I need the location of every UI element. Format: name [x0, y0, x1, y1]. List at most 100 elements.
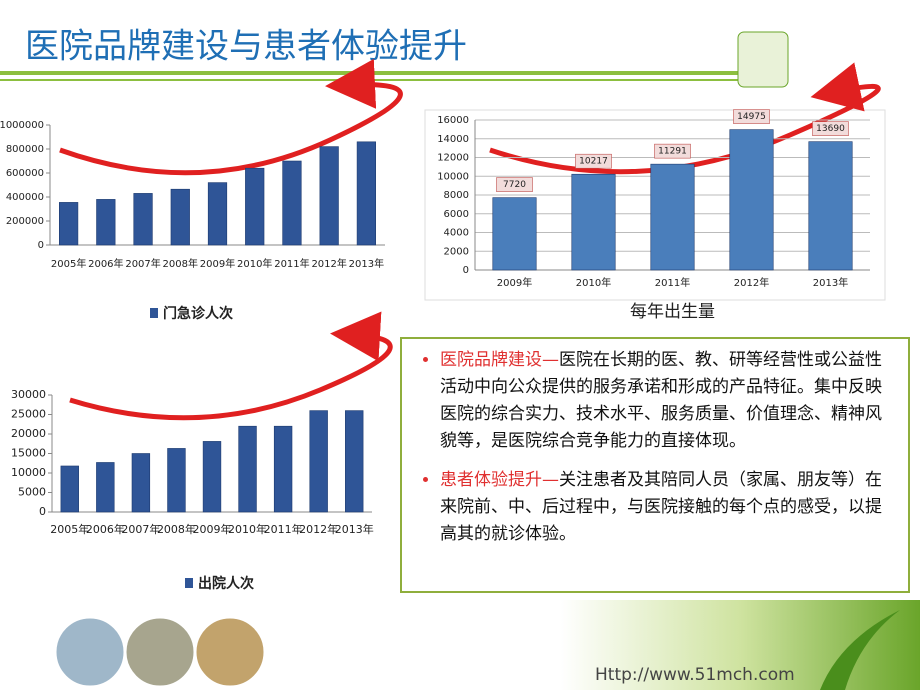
y-tick-label: 0	[39, 505, 46, 518]
x-tick-label: 2011年	[655, 276, 690, 289]
bar	[245, 167, 265, 246]
x-tick-label: 2010年	[576, 276, 611, 289]
bar	[571, 173, 616, 271]
x-tick-label: 2005年	[51, 257, 86, 270]
data-label-box	[812, 121, 849, 136]
bar	[96, 462, 115, 513]
y-tick-label: 800000	[6, 144, 44, 155]
bar	[808, 141, 853, 271]
x-tick-label: 2011年	[274, 257, 309, 270]
x-tick-label: 2012年	[299, 522, 338, 536]
bar	[202, 441, 222, 513]
slide-title: 医院品牌建设与患者体验提升	[25, 27, 467, 67]
x-tick-label: 2013年	[349, 257, 384, 270]
y-tick-label: 30000	[11, 388, 46, 401]
bar	[309, 410, 328, 513]
bullet-heading: 患者体验提升—	[440, 470, 559, 490]
bar	[356, 141, 376, 246]
x-tick-label: 2008年	[157, 522, 196, 536]
photo	[53, 615, 127, 689]
y-tick-label: 0	[463, 265, 469, 276]
x-tick-label: 2007年	[125, 257, 160, 270]
y-tick-label: 10000	[437, 171, 469, 182]
data-label: 7720	[503, 180, 526, 190]
y-tick-label: 12000	[437, 153, 469, 164]
y-tick-label: 10000	[11, 466, 46, 479]
bar	[167, 448, 186, 513]
trend-arrow	[59, 58, 403, 176]
x-tick-label: 2010年	[228, 522, 267, 536]
bullet-body: 关注患者及其陪同人员（家属、朋友等）在来院前、中、后过程中，与医院接触的每个点的…	[440, 470, 882, 544]
x-tick-label: 2011年	[264, 522, 303, 536]
bar	[96, 199, 116, 246]
x-tick-label: 2008年	[163, 257, 198, 270]
data-label-box	[733, 109, 770, 124]
data-label-box	[654, 143, 691, 159]
bar	[59, 202, 79, 246]
bullet-heading: 医院品牌建设—	[440, 350, 559, 370]
footer-url: Http://www.51mch.com	[595, 665, 795, 685]
x-tick-label: 2005年	[50, 522, 89, 536]
y-tick-label: 15000	[11, 447, 46, 460]
logo	[737, 31, 789, 88]
bullet-list: 医院品牌建设—医院在长期的医、教、研等经营性或公益性活动中向公众提供的服务承诺和…	[414, 347, 896, 548]
bar	[282, 160, 302, 246]
y-tick-label: 14000	[437, 134, 469, 145]
bar	[729, 129, 774, 271]
title-rule	[0, 71, 740, 75]
x-tick-label: 2012年	[734, 276, 769, 289]
text-box: 医院品牌建设—医院在长期的医、教、研等经营性或公益性活动中向公众提供的服务承诺和…	[400, 337, 910, 593]
y-tick-label: 25000	[11, 408, 46, 421]
x-tick-label: 2013年	[335, 522, 374, 536]
y-tick-label: 5000	[18, 486, 46, 499]
y-tick-label: 6000	[444, 209, 469, 220]
title-rule	[0, 79, 740, 81]
y-tick-label: 400000	[6, 192, 44, 203]
photo	[193, 615, 267, 689]
data-label: 14975	[737, 112, 766, 122]
y-tick-label: 0	[38, 240, 44, 251]
bar	[170, 188, 190, 246]
data-label-box	[496, 177, 533, 192]
chart-title: 每年出生量	[630, 302, 715, 322]
x-tick-label: 2009年	[497, 276, 532, 289]
y-tick-label: 1000000	[0, 120, 44, 131]
bar	[345, 410, 364, 513]
bar	[492, 197, 537, 271]
photo	[123, 615, 197, 689]
x-tick-label: 2009年	[193, 522, 232, 536]
bar	[319, 146, 339, 246]
x-tick-label: 2007年	[121, 522, 160, 536]
bar	[238, 425, 257, 513]
bar	[133, 193, 153, 246]
trend-arrow	[69, 311, 393, 421]
leaf	[820, 610, 900, 690]
y-tick-label: 600000	[6, 168, 44, 179]
data-label: 11291	[658, 147, 687, 157]
bar	[207, 182, 228, 246]
bar	[131, 453, 151, 513]
x-tick-label: 2012年	[311, 257, 346, 270]
x-tick-label: 2010年	[237, 257, 272, 270]
y-tick-label: 2000	[444, 246, 469, 257]
y-tick-label: 4000	[444, 228, 469, 239]
y-tick-label: 16000	[437, 115, 469, 126]
bullet-item: 医院品牌建设—医院在长期的医、教、研等经营性或公益性活动中向公众提供的服务承诺和…	[440, 347, 896, 455]
x-tick-label: 2006年	[86, 522, 125, 536]
bullet-body: 医院在长期的医、教、研等经营性或公益性活动中向公众提供的服务承诺和形成的产品特征…	[440, 350, 882, 451]
x-tick-label: 2013年	[813, 276, 848, 289]
legend-label: 门急诊人次	[163, 305, 233, 322]
y-tick-label: 20000	[11, 427, 46, 440]
data-label-box	[575, 153, 612, 169]
legend-swatch	[185, 578, 193, 588]
bar	[273, 425, 293, 513]
bar	[650, 163, 695, 271]
bullet-item: 患者体验提升—关注患者及其陪同人员（家属、朋友等）在来院前、中、后过程中，与医院…	[440, 467, 896, 548]
legend-swatch	[150, 308, 158, 318]
x-tick-label: 2009年	[200, 257, 235, 270]
data-label: 10217	[579, 157, 608, 167]
y-tick-label: 8000	[444, 190, 469, 201]
data-label: 13690	[816, 124, 845, 134]
